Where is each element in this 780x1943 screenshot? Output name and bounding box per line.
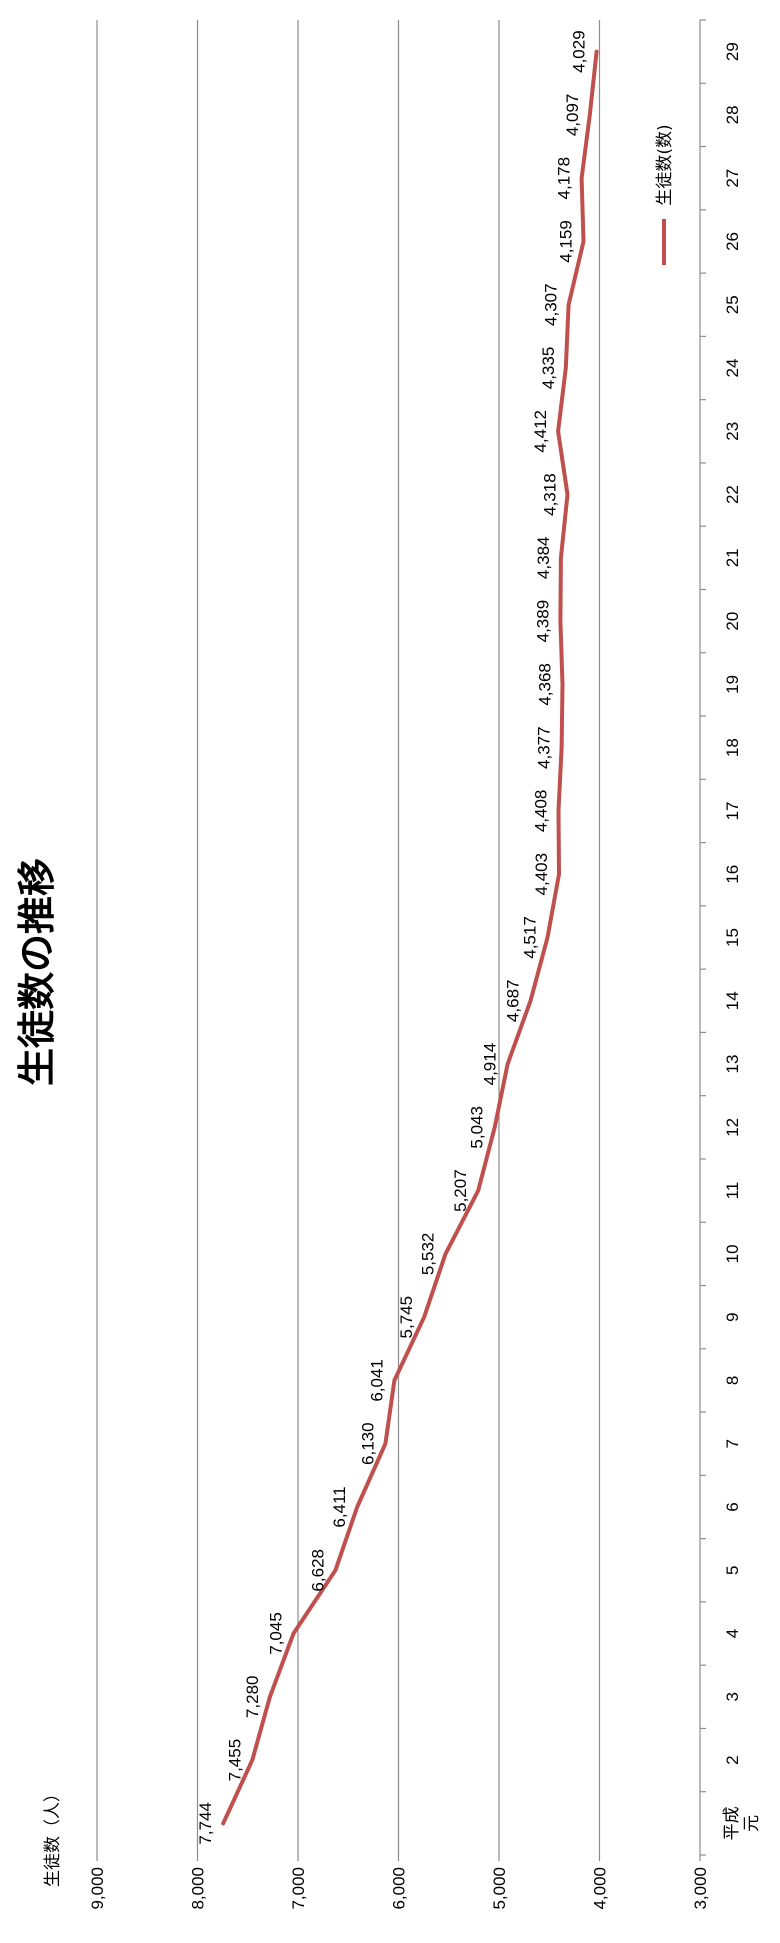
value-tick-label: 8,000 [189, 1867, 208, 1910]
data-label: 6,628 [308, 1549, 327, 1592]
category-tick-label: 平成 [722, 1806, 741, 1840]
data-label: 5,532 [419, 1233, 438, 1276]
category-tick-label: 18 [723, 738, 742, 757]
gridlines [96, 20, 601, 1855]
data-labels: 7,744 7,455 7,280 7,045 6,628 6,411 6,130 6,041… [196, 30, 588, 1844]
data-label: 4,335 [539, 347, 558, 390]
legend: 生徒数(数) [655, 124, 675, 265]
category-tick-label: 12 [723, 1118, 742, 1137]
data-label: 7,455 [225, 1739, 244, 1782]
data-label: 4,914 [481, 1043, 500, 1086]
category-tick-label: 22 [723, 485, 742, 504]
category-tick-label: 17 [723, 801, 742, 820]
category-tick-label: 4 [723, 1629, 742, 1638]
data-label: 4,517 [521, 916, 540, 959]
value-tick-label: 4,000 [591, 1867, 610, 1910]
data-label: 4,029 [570, 30, 589, 73]
category-tick-label: 28 [723, 105, 742, 124]
data-label: 4,408 [532, 790, 551, 833]
category-tick-label: 10 [723, 1244, 742, 1263]
category-tick-label: 3 [723, 1692, 742, 1701]
series-line [221, 49, 599, 1826]
category-tick-label: 25 [723, 295, 742, 314]
data-label: 4,389 [533, 600, 552, 643]
data-label: 7,045 [267, 1612, 286, 1655]
data-label: 4,097 [563, 94, 582, 137]
category-tick-label: 27 [723, 169, 742, 188]
data-label: 4,384 [534, 537, 553, 580]
category-tick-label: 6 [723, 1502, 742, 1511]
data-label: 7,280 [243, 1676, 262, 1719]
data-label: 6,041 [367, 1359, 386, 1402]
data-label: 7,744 [196, 1802, 215, 1845]
data-label: 4,159 [557, 220, 576, 263]
category-tick-label: 29 [723, 42, 742, 61]
category-tick-label: 7 [723, 1439, 742, 1448]
value-tick-label: 9,000 [88, 1867, 107, 1910]
category-tick-label: 13 [723, 1055, 742, 1074]
value-tick-label: 5,000 [490, 1867, 509, 1910]
category-tick-label: 8 [723, 1376, 742, 1385]
category-tick-label: 元 [742, 1815, 761, 1832]
category-tick-label: 5 [723, 1566, 742, 1575]
axes [96, 19, 706, 1861]
category-tick-label: 16 [723, 865, 742, 884]
category-tick-label: 21 [723, 548, 742, 567]
data-label: 5,745 [397, 1296, 416, 1339]
data-label: 4,307 [542, 283, 561, 326]
category-tick-label: 11 [723, 1182, 742, 1200]
category-tick-label: 19 [723, 675, 742, 694]
data-label: 5,207 [451, 1169, 470, 1212]
data-label: 4,412 [531, 410, 550, 453]
data-label: 6,411 [330, 1486, 349, 1527]
value-tick-label: 7,000 [289, 1867, 308, 1910]
category-tick-label: 20 [723, 612, 742, 631]
category-tick-label: 2 [723, 1755, 742, 1764]
chart-title: 生徒数の推移 [15, 858, 59, 1086]
category-tick-labels: 平成 元2345678910111213141516171819202122232… [722, 42, 761, 1840]
value-tick-label: 3,000 [691, 1867, 710, 1910]
value-tick-labels: 3,000 4,000 5,000 6,000 7,000 8,000 9,000 [88, 1867, 710, 1910]
category-tick-label: 14 [723, 991, 742, 1010]
data-label: 4,368 [536, 663, 555, 706]
data-label: 4,318 [541, 473, 560, 516]
data-label: 4,403 [532, 853, 551, 896]
value-tick-label: 6,000 [390, 1867, 409, 1910]
category-tick-label: 24 [723, 359, 742, 378]
category-tick-label: 26 [723, 232, 742, 251]
legend-label: 生徒数(数) [655, 124, 675, 205]
data-label: 5,043 [468, 1106, 487, 1149]
category-tick-label: 15 [723, 928, 742, 947]
series-group [221, 49, 599, 1826]
category-tick-label: 23 [723, 422, 742, 441]
data-label: 6,130 [358, 1422, 377, 1465]
data-label: 4,687 [504, 980, 523, 1023]
category-tick-label: 9 [723, 1312, 742, 1321]
data-label: 4,377 [535, 726, 554, 769]
data-label: 4,178 [555, 157, 574, 200]
y-axis-label: 生徒数（人） [43, 1785, 63, 1887]
